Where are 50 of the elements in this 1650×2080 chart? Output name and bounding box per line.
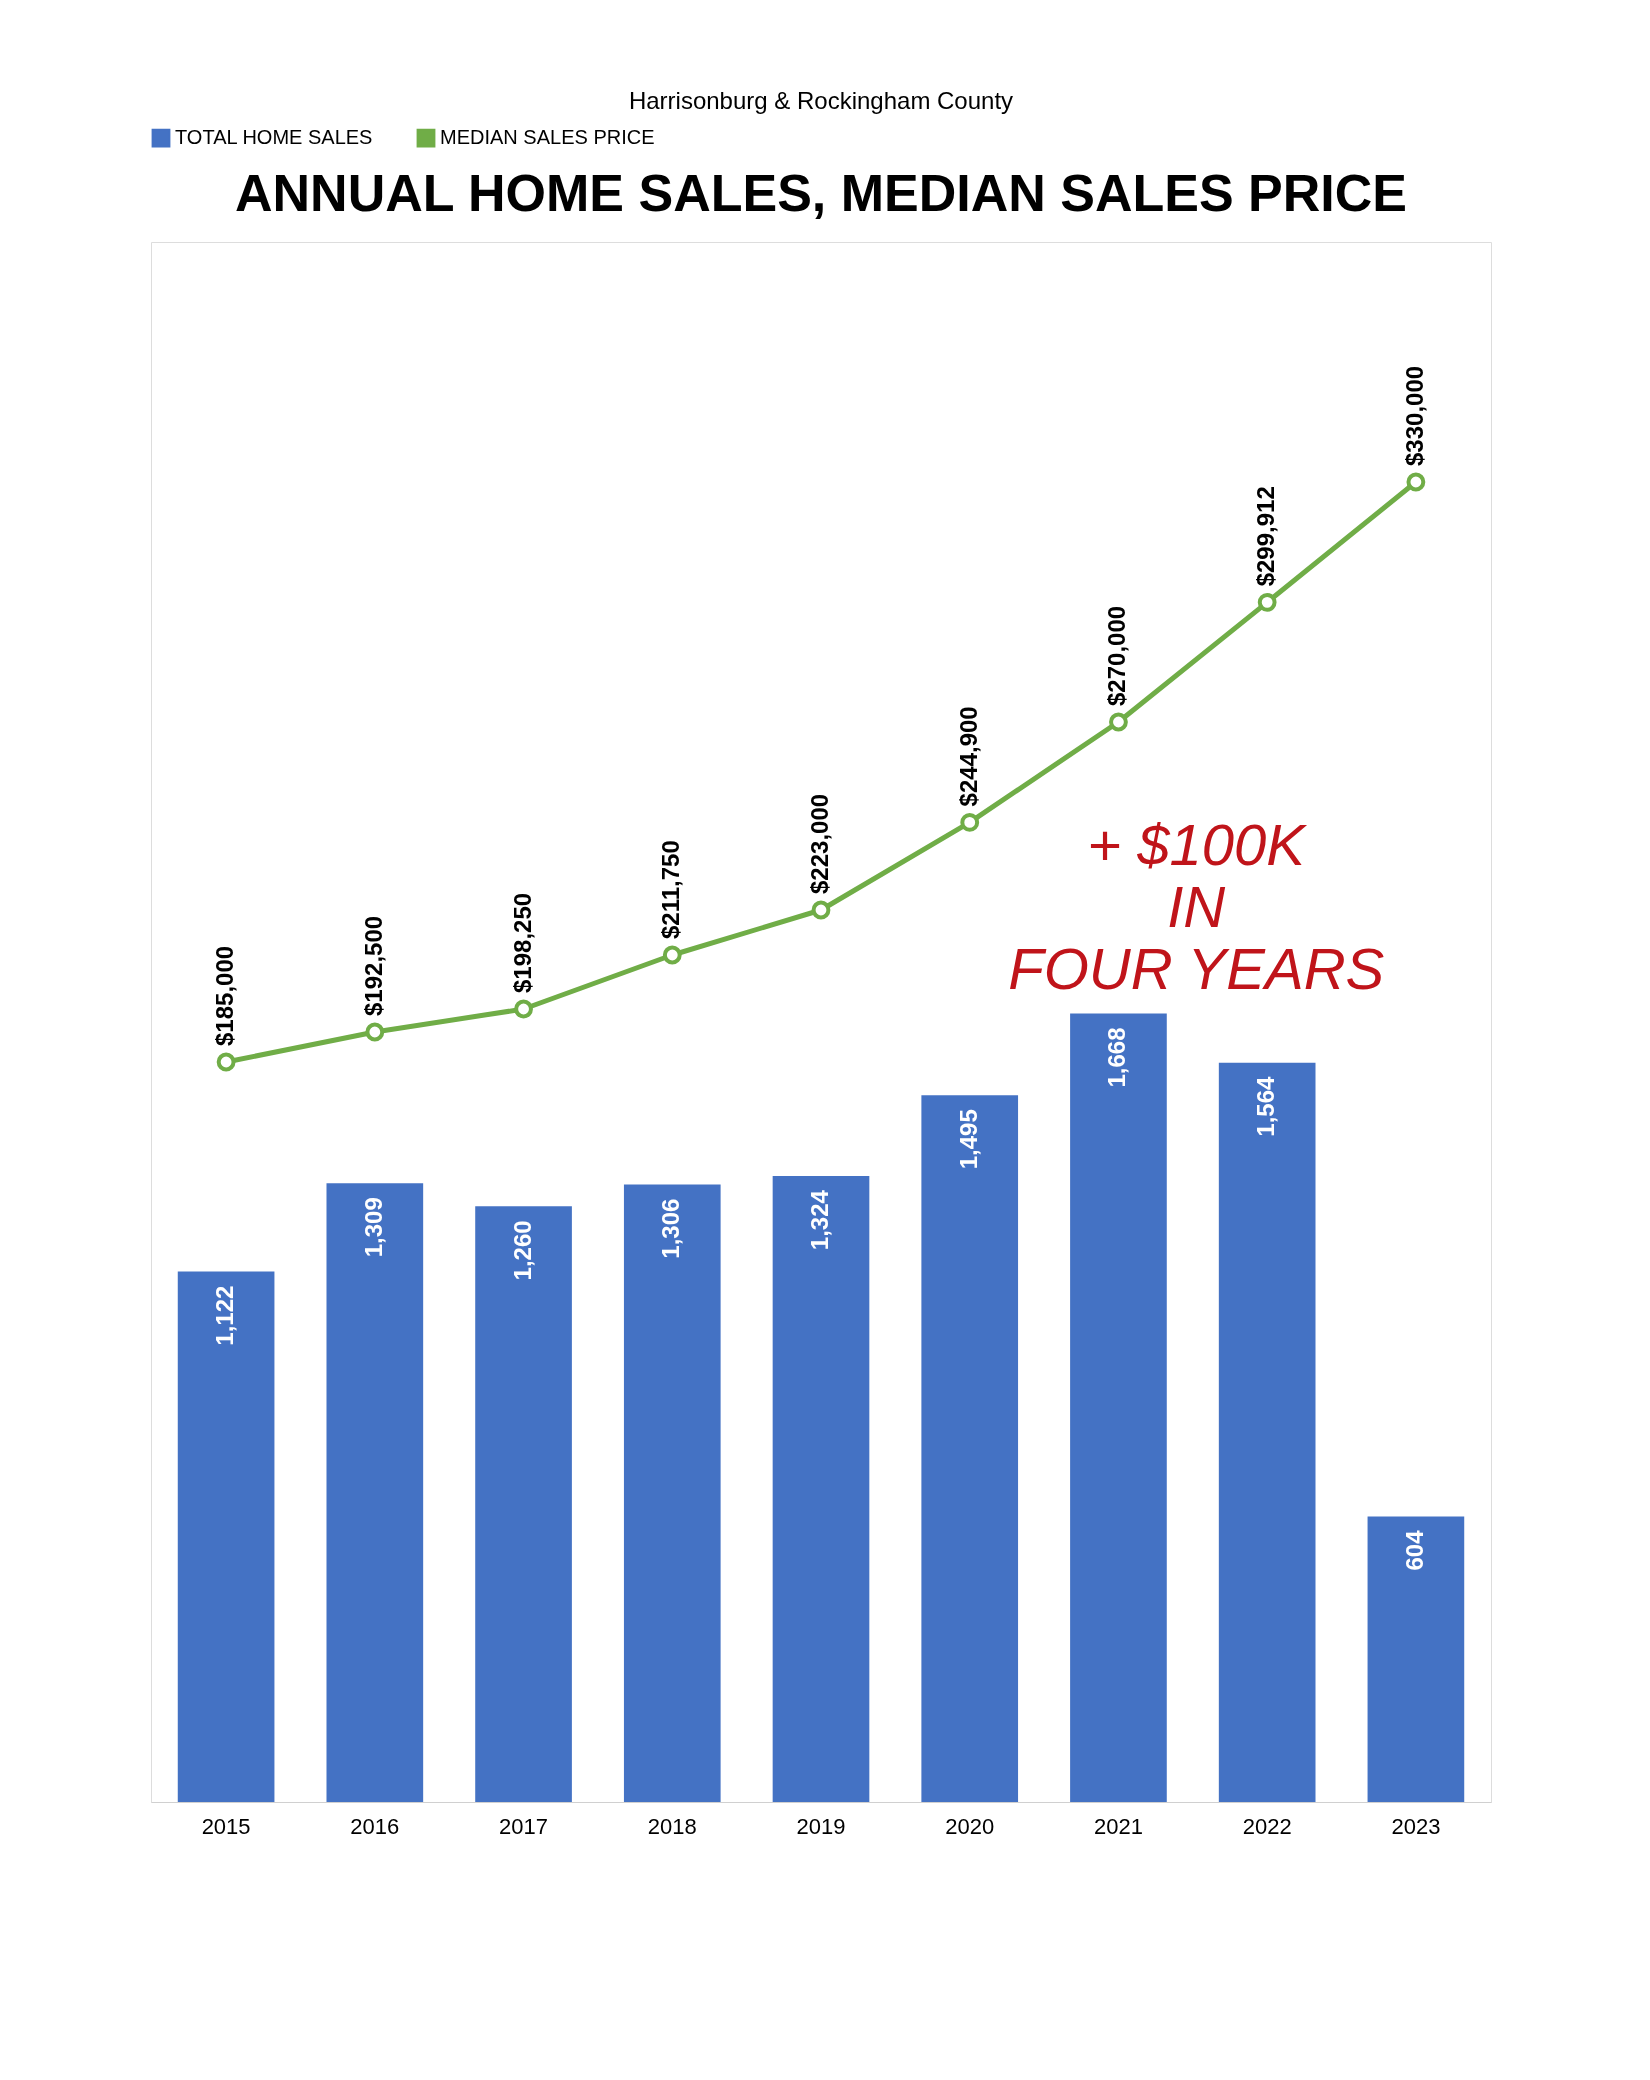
x-tick-label: 2019	[796, 1813, 846, 1839]
data-label: $223,000	[806, 793, 833, 894]
bar	[921, 1095, 1019, 1802]
data-label: $330,000	[1400, 365, 1428, 466]
x-tick-label: 2016	[350, 1813, 400, 1839]
data-label: $211,750	[657, 840, 685, 939]
point	[811, 900, 831, 920]
bar	[326, 1183, 424, 1802]
data-label: 1,260	[508, 1220, 536, 1281]
bar	[1218, 1062, 1316, 1802]
data-label: 1,564	[1252, 1076, 1280, 1137]
bar	[772, 1176, 870, 1802]
x-tick-label: 2018	[647, 1813, 697, 1839]
data-label: $192,500	[359, 915, 387, 1016]
point	[1406, 472, 1426, 492]
bar	[475, 1206, 572, 1802]
data-label: $185,000	[211, 945, 239, 1046]
point	[514, 999, 533, 1019]
data-label: 604	[1400, 1529, 1428, 1571]
data-label: $270,000	[1103, 605, 1131, 706]
x-tick-label: 2020	[945, 1813, 995, 1839]
bar	[623, 1184, 721, 1802]
bar	[1367, 1516, 1465, 1802]
data-label: 1,495	[954, 1109, 982, 1170]
data-label: 1,309	[359, 1197, 387, 1258]
x-tick-label: 2015	[201, 1813, 251, 1839]
chart-subtitle: Harrisonburg & Rockingham County	[628, 87, 1014, 114]
point	[216, 1052, 236, 1072]
data-label: 1,668	[1103, 1027, 1131, 1088]
chart-title: ANNUAL HOME SALES, MEDIAN SALES PRICE	[234, 164, 1408, 222]
data-label: $198,250	[508, 892, 536, 993]
data-label: $299,912	[1252, 486, 1280, 587]
bar	[177, 1271, 275, 1802]
data-label: 1,122	[211, 1285, 239, 1346]
x-tick-label: 2022	[1242, 1813, 1292, 1839]
point	[960, 813, 980, 832]
legend-label: TOTAL HOME SALES	[175, 126, 373, 149]
point	[365, 1022, 385, 1042]
data-label: 1,324	[806, 1189, 833, 1251]
x-tick-label: 2021	[1093, 1813, 1143, 1839]
data-label: $244,900	[954, 706, 982, 807]
x-tick-label: 2017	[499, 1813, 549, 1839]
point	[1109, 712, 1128, 732]
legend-label: MEDIAN SALES PRICE	[440, 126, 655, 149]
point	[1257, 592, 1277, 612]
x-tick-label: 2023	[1391, 1813, 1441, 1839]
data-label: 1,306	[657, 1198, 685, 1259]
bar	[1070, 1013, 1167, 1802]
point	[662, 945, 682, 965]
annotation: + $100K IN FOUR YEARS	[1008, 812, 1385, 1002]
